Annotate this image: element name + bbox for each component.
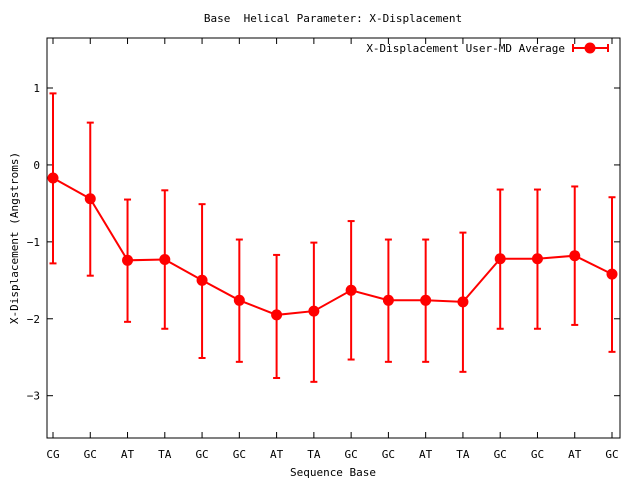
data-point — [308, 305, 320, 317]
data-point — [420, 294, 432, 306]
data-point — [345, 284, 357, 296]
x-tick-label: GC — [494, 448, 507, 461]
legend-marker — [584, 42, 596, 54]
y-tick-label: −2 — [27, 313, 40, 326]
x-tick-label: GC — [605, 448, 618, 461]
data-point — [457, 296, 469, 308]
x-tick-label: TA — [158, 448, 172, 461]
y-tick-label: −3 — [27, 390, 40, 403]
chart-title: Base Helical Parameter: X-Displacement — [204, 12, 462, 25]
x-axis: CG GC AT TA GC GC AT TA GC GC AT TA GC GC AT GC — [46, 38, 619, 461]
data-point — [606, 268, 618, 280]
data-point — [531, 253, 543, 265]
plot-frame — [46, 37, 621, 439]
y-tick-label: −1 — [27, 236, 40, 249]
series-line — [52, 177, 613, 316]
x-tick-label: AT — [270, 448, 284, 461]
x-tick-label: GC — [345, 448, 358, 461]
data-point — [84, 193, 96, 205]
x-axis-label: Sequence Base — [290, 466, 376, 479]
data-point — [494, 253, 506, 265]
y-axis-label: X-Displacement (Angstroms) — [8, 152, 21, 324]
data-point — [271, 309, 283, 321]
data-point — [382, 294, 394, 306]
x-tick-label: CG — [46, 448, 59, 461]
x-tick-label: GC — [233, 448, 246, 461]
x-tick-label: TA — [307, 448, 321, 461]
legend: X-Displacement User-MD Average — [366, 42, 609, 55]
y-axis: 1 0 −1 −2 −3 — [27, 82, 620, 403]
data-point — [569, 250, 581, 262]
y-tick-label: 1 — [33, 82, 40, 95]
y-tick-label: 0 — [33, 159, 40, 172]
data-point — [47, 172, 59, 184]
data-points — [47, 172, 618, 321]
x-tick-label: GC — [531, 448, 544, 461]
data-point — [233, 294, 245, 306]
x-tick-label: GC — [382, 448, 395, 461]
x-tick-label: AT — [568, 448, 582, 461]
data-point — [196, 274, 208, 286]
x-tick-label: AT — [121, 448, 135, 461]
legend-label: X-Displacement User-MD Average — [366, 42, 565, 55]
x-tick-label: TA — [456, 448, 470, 461]
x-tick-label: GC — [195, 448, 208, 461]
data-point — [159, 254, 171, 266]
data-point — [122, 254, 134, 266]
x-tick-label: GC — [84, 448, 97, 461]
x-tick-label: AT — [419, 448, 433, 461]
